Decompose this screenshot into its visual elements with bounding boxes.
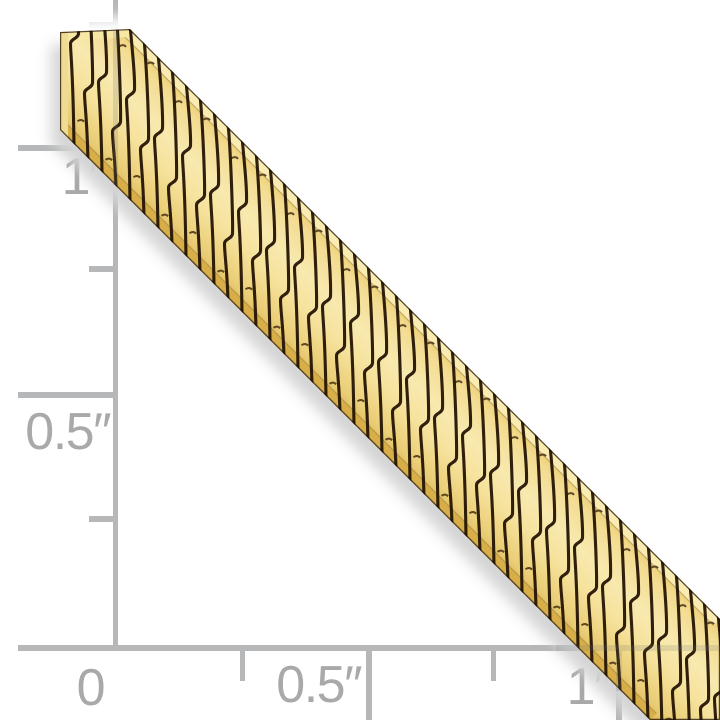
grid-line-through-chain <box>556 645 720 651</box>
ruler-label-x-0: 0 <box>76 659 106 717</box>
x-axis-line <box>18 645 720 651</box>
x-axis-major-tick <box>366 651 372 720</box>
grid-lines-through-chain <box>113 30 720 691</box>
y-axis-minor-tick <box>89 516 113 522</box>
y-axis-major-tick <box>18 392 113 398</box>
x-axis-minor-tick <box>240 651 245 681</box>
grid-line-through-chain <box>616 651 622 691</box>
grid-line-through-chain <box>113 30 118 185</box>
ruler-label-x-0-5: 0.5″ <box>276 656 362 714</box>
chain-band <box>60 29 720 720</box>
y-axis-line <box>113 0 118 651</box>
y-axis-minor-tick <box>89 266 113 272</box>
ruler-label-y-0-5: 0.5″ <box>25 403 111 461</box>
x-axis-minor-tick <box>491 651 496 681</box>
